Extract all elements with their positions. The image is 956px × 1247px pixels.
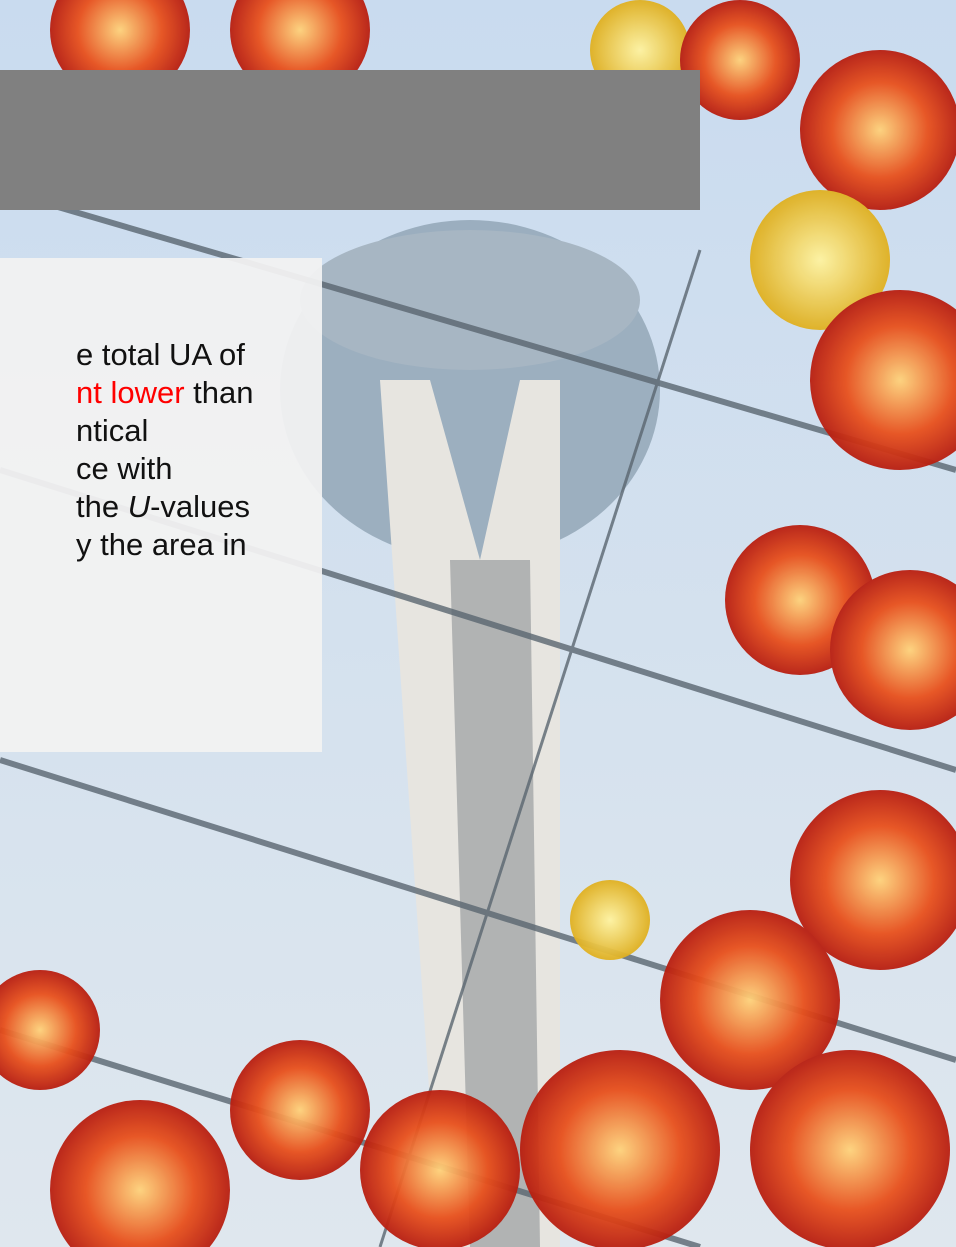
title-banner	[0, 70, 700, 210]
text: ntical	[76, 413, 149, 448]
text-line: ntical	[76, 412, 254, 450]
text: -values	[150, 489, 251, 524]
text-line: nt lower than	[76, 374, 254, 412]
text: y the area in	[76, 527, 247, 562]
text-lines: e total UA of nt lower than ntical ce wi…	[76, 336, 254, 564]
highlight-text: nt lower	[76, 375, 185, 410]
text-line: ce with	[76, 450, 254, 488]
text-line: y the area in	[76, 526, 254, 564]
text: the	[76, 489, 128, 524]
text-line: e total UA of	[76, 336, 254, 374]
text-box: e total UA of nt lower than ntical ce wi…	[0, 258, 322, 752]
text: e total UA of	[76, 337, 245, 372]
text: ce with	[76, 451, 173, 486]
text: than	[184, 375, 254, 410]
italic-text: U	[127, 489, 151, 524]
text-line: the U-values	[76, 488, 254, 526]
